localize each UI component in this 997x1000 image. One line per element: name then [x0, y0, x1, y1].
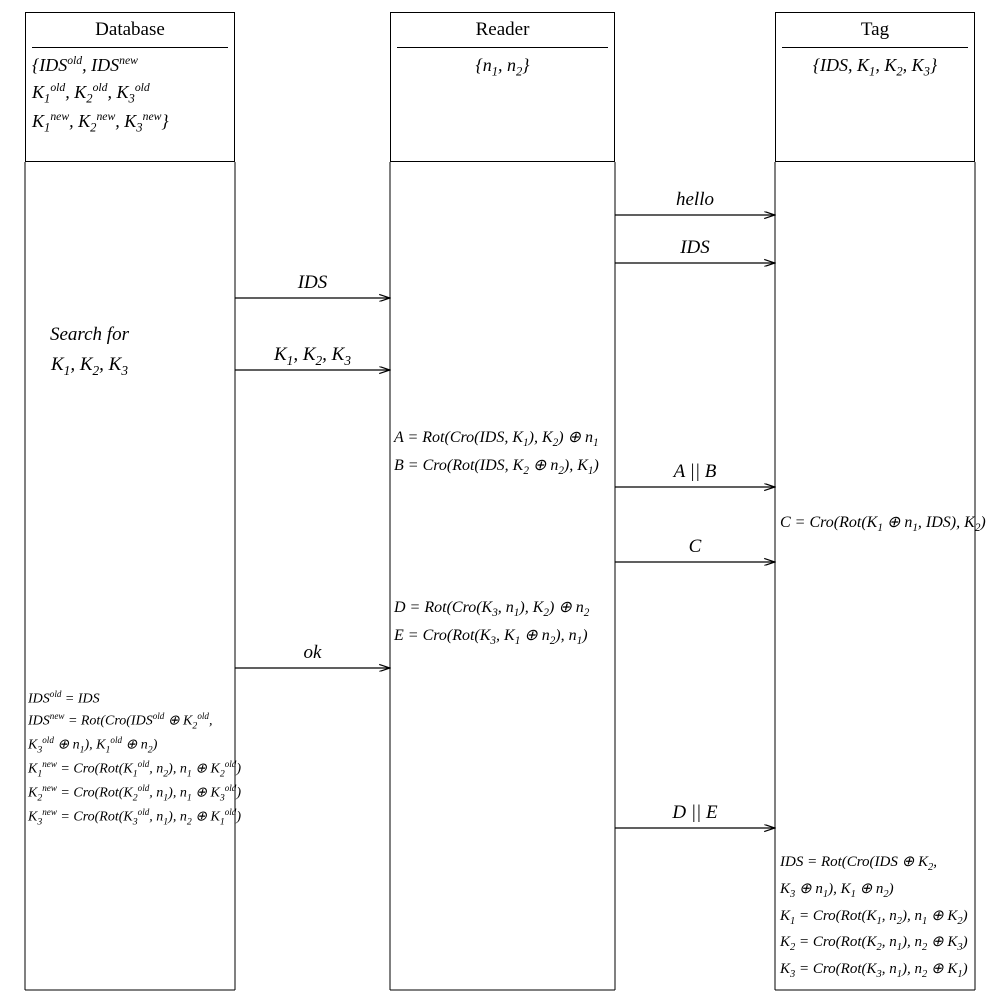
message-m1: hello [615, 189, 775, 211]
lifeline-state: {n1, n2} [397, 52, 608, 81]
message-m2: IDS [615, 237, 775, 259]
compute-tag_update: IDS = Rot(Cro(IDS ⊕ K2,K3 ⊕ n1), K1 ⊕ n2… [780, 850, 968, 984]
message-m6: C [615, 536, 775, 558]
lifeline-header-reader: Reader {n1, n2} [390, 12, 615, 162]
compute-tag_c: C = Cro(Rot(K1 ⊕ n1, IDS), K2) [780, 510, 986, 538]
sequence-diagram: Database {IDSold, IDSnewK1old, K2old, K3o… [0, 0, 997, 1000]
lifeline-state: {IDS, K1, K2, K3} [782, 52, 968, 81]
message-m3: IDS [235, 272, 390, 294]
compute-reader_ab: A = Rot(Cro(IDS, K1), K2) ⊕ n1B = Cro(Ro… [394, 425, 599, 481]
lifeline-title: Database [32, 19, 228, 48]
lifeline-header-database: Database {IDSold, IDSnewK1old, K2old, K3o… [25, 12, 235, 162]
compute-db_update: IDSold = IDSIDSnew = Rot(Cro(IDSold ⊕ K2… [28, 688, 241, 830]
message-m4: K1, K2, K3 [235, 344, 390, 369]
message-m5: A || B [615, 461, 775, 483]
lifeline-title: Reader [397, 19, 608, 48]
compute-db_search: Search forK1, K2, K3 [50, 320, 129, 381]
compute-reader_de: D = Rot(Cro(K3, n1), K2) ⊕ n2E = Cro(Rot… [394, 595, 589, 651]
lifeline-title: Tag [782, 19, 968, 48]
lifeline-header-tag: Tag {IDS, K1, K2, K3} [775, 12, 975, 162]
message-m7: ok [235, 642, 390, 664]
message-m8: D || E [615, 802, 775, 824]
lifeline-state: {IDSold, IDSnewK1old, K2old, K3oldK1new,… [32, 52, 228, 138]
